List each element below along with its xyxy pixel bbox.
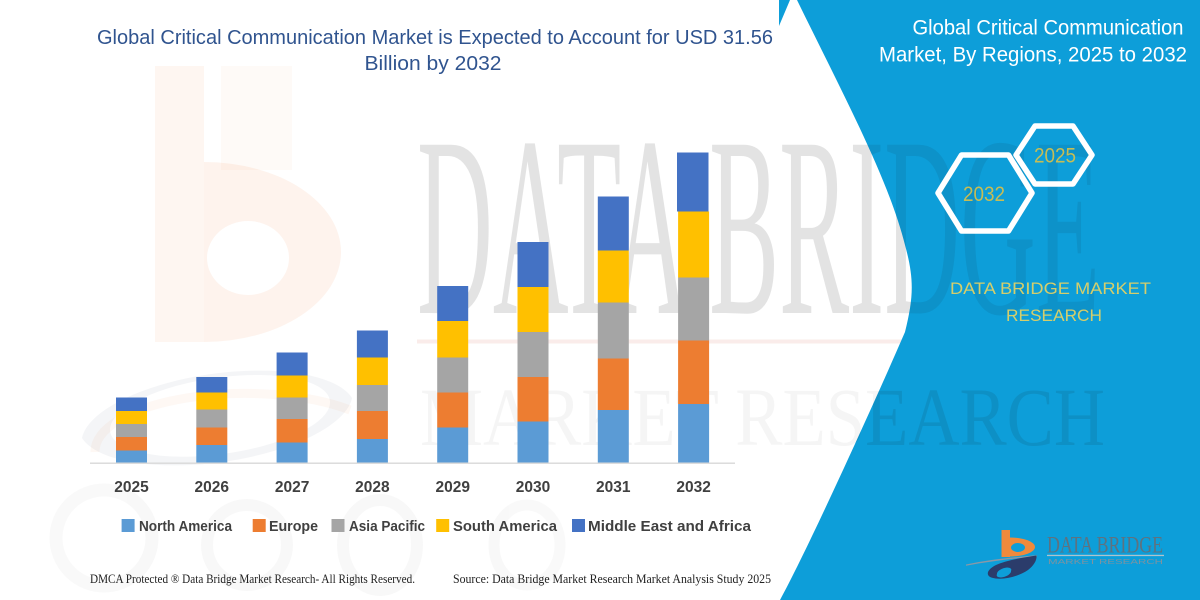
svg-text:Middle East and Africa: Middle East and Africa: [588, 518, 752, 535]
svg-text:DATA BRIDGE MARKET: DATA BRIDGE MARKET: [950, 280, 1151, 298]
svg-text:2030: 2030: [516, 479, 550, 496]
svg-text:Market, By Regions, 2025 to 20: Market, By Regions, 2025 to 2032: [879, 43, 1187, 67]
svg-text:2029: 2029: [435, 479, 470, 496]
svg-text:MARKET RESEARCH: MARKET RESEARCH: [1048, 559, 1163, 566]
svg-text:2027: 2027: [275, 479, 309, 496]
svg-text:2025: 2025: [114, 479, 149, 496]
svg-text:Billion by 2032: Billion by 2032: [365, 52, 502, 75]
svg-text:Europe: Europe: [269, 518, 318, 535]
svg-text:South America: South America: [453, 518, 558, 535]
svg-text:Source: Data Bridge Market Res: Source: Data Bridge Market Research Mark…: [453, 572, 771, 586]
svg-text:Global Critical Communication: Global Critical Communication Market is …: [97, 26, 773, 49]
svg-text:Asia Pacific: Asia Pacific: [349, 518, 425, 535]
svg-text:RESEARCH: RESEARCH: [1006, 307, 1102, 325]
svg-text:2031: 2031: [596, 479, 631, 496]
svg-text:North America: North America: [139, 518, 233, 535]
svg-text:2032: 2032: [963, 183, 1005, 206]
svg-text:Global Critical Communication: Global Critical Communication: [913, 16, 1184, 40]
svg-text:2028: 2028: [355, 479, 390, 496]
svg-text:DATA BRIDGE: DATA BRIDGE: [1047, 533, 1163, 558]
svg-text:2025: 2025: [1034, 145, 1076, 168]
svg-text:DMCA Protected ® Data Bridge M: DMCA Protected ® Data Bridge Market Rese…: [90, 572, 415, 586]
svg-text:2026: 2026: [195, 479, 230, 496]
svg-text:2032: 2032: [676, 479, 710, 496]
